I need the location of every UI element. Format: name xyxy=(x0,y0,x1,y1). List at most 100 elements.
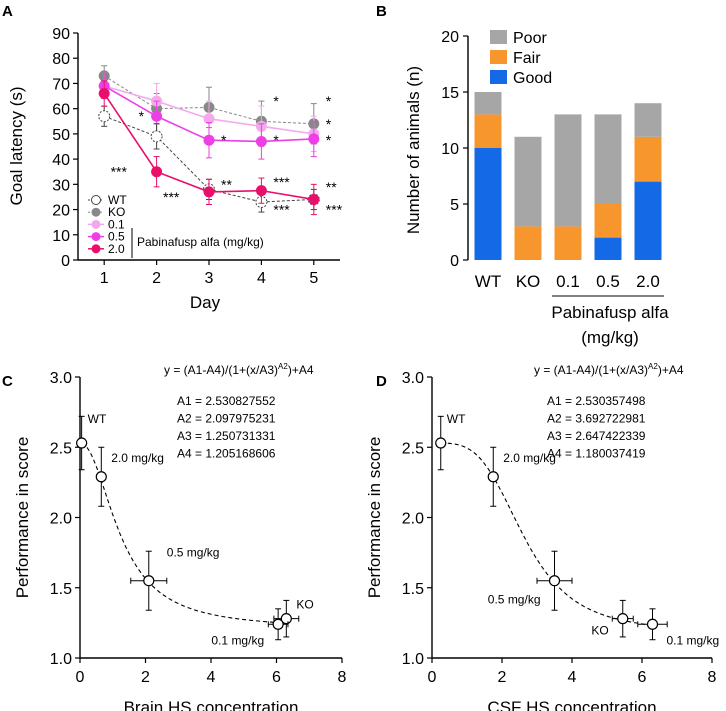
point-label: KO xyxy=(591,624,608,638)
point-label: 0.5 mg/kg xyxy=(167,546,220,560)
y-tick-label: 1.5 xyxy=(402,581,424,598)
significance-mark: * xyxy=(273,93,279,109)
data-point xyxy=(435,437,447,449)
y-tick-label: 3.0 xyxy=(50,370,72,387)
legend-swatch-fair xyxy=(490,50,507,64)
x-tick-label: 2 xyxy=(498,669,507,686)
y-tick-label: 60 xyxy=(52,102,70,119)
legend-label-fair: Fair xyxy=(513,50,541,67)
bar-segment-poor xyxy=(554,114,582,227)
y-tick-label: 20 xyxy=(52,203,70,220)
bar-segment-good xyxy=(594,237,622,260)
point-label: 0.1 mg/kg xyxy=(211,633,264,647)
x-tick-label: 4 xyxy=(207,669,216,686)
data-point-2.0 xyxy=(151,166,163,178)
significance-mark: * xyxy=(326,116,332,132)
bar-segment-fair xyxy=(554,226,582,260)
significance-mark: *** xyxy=(273,202,290,218)
x-tick-label: 2 xyxy=(152,270,161,287)
x-tick-label: 2 xyxy=(141,669,150,686)
y-tick-label: 30 xyxy=(52,177,70,194)
fit-parameter: A4 = 1.205168606 xyxy=(177,447,276,461)
y-axis-label: Number of animals (n) xyxy=(404,66,423,234)
legend-marker-0.1 xyxy=(91,219,101,229)
point-label: WT xyxy=(88,412,107,426)
y-tick-label: 0 xyxy=(450,253,459,270)
x-tick-label: 8 xyxy=(708,669,717,686)
y-tick-label: 2.5 xyxy=(50,440,72,457)
data-point xyxy=(487,471,499,483)
bar-segment-fair xyxy=(514,226,542,260)
bar-segment-fair xyxy=(474,114,502,148)
x-category-label: 0.1 xyxy=(556,272,580,291)
y-tick-label: 0 xyxy=(61,253,70,270)
data-point-0.5 xyxy=(308,133,320,145)
x-tick-label: 4 xyxy=(257,270,266,287)
y-tick-label: 50 xyxy=(52,127,70,144)
bar-segment-fair xyxy=(594,204,622,238)
point-label: KO xyxy=(296,598,313,612)
group-unit: (mg/kg) xyxy=(581,328,639,347)
legend-marker-WT xyxy=(91,195,101,205)
significance-mark: ** xyxy=(221,176,232,192)
data-point-2.0 xyxy=(308,193,320,205)
significance-mark: *** xyxy=(111,164,128,180)
data-point xyxy=(272,618,284,630)
fit-parameter: A2 = 2.097975231 xyxy=(177,412,276,426)
significance-mark: * xyxy=(326,93,332,109)
legend-label-0.5: 0.5 xyxy=(108,230,125,244)
data-point xyxy=(617,613,629,625)
y-tick-label: 2.0 xyxy=(402,511,424,528)
data-point-0.5 xyxy=(203,134,215,146)
significance-mark: * xyxy=(139,108,145,124)
panel-label-b: B xyxy=(376,3,387,20)
y-tick-label: 2.5 xyxy=(402,440,424,457)
significance-mark: *** xyxy=(163,189,180,205)
bar-segment-fair xyxy=(634,136,662,182)
data-point-0.5 xyxy=(151,110,163,122)
y-tick-label: 5 xyxy=(450,197,459,214)
data-point xyxy=(280,613,292,625)
legend-label-WT: WT xyxy=(108,193,127,207)
y-tick-label: 10 xyxy=(441,141,459,158)
y-tick-label: 70 xyxy=(52,76,70,93)
fit-equation: y = (A1-A4)/(1+(x/A3)A2)+A4 xyxy=(164,362,314,377)
y-axis-label: Performance in score xyxy=(13,437,32,599)
y-tick-label: 80 xyxy=(52,51,70,68)
x-tick-label: 8 xyxy=(338,669,347,686)
y-tick-label: 1.0 xyxy=(402,651,424,668)
y-tick-label: 3.0 xyxy=(402,370,424,387)
fit-parameter: A2 = 3.692722981 xyxy=(547,412,646,426)
series-line-KO xyxy=(103,75,314,125)
data-point xyxy=(646,618,659,630)
legend-swatch-good xyxy=(490,70,507,84)
point-label: 0.1 mg/kg xyxy=(667,633,720,647)
legend-swatch-poor xyxy=(490,30,507,44)
legend-marker-2.0 xyxy=(91,244,101,254)
x-category-label: 0.5 xyxy=(596,272,620,291)
fit-parameter: A1 = 2.530827552 xyxy=(177,394,276,408)
bar-segment-good xyxy=(474,148,502,260)
data-point xyxy=(95,471,107,483)
x-tick-label: 0 xyxy=(428,669,437,686)
legend-label-0.1: 0.1 xyxy=(108,217,125,231)
y-tick-label: 2.0 xyxy=(50,511,72,528)
legend-marker-0.5 xyxy=(91,232,101,242)
data-point xyxy=(143,575,155,587)
y-axis-label: Goal latency (s) xyxy=(7,86,26,205)
y-tick-label: 1.0 xyxy=(50,651,72,668)
y-tick-label: 15 xyxy=(441,85,459,102)
fit-curve xyxy=(81,442,287,624)
fit-parameter: A1 = 2.530357498 xyxy=(547,394,646,408)
data-point-0.5 xyxy=(255,135,267,147)
x-axis-label: Brain HS concentration xyxy=(124,698,299,711)
data-point xyxy=(76,437,88,449)
bar-segment-poor xyxy=(474,92,502,115)
panel-label-c: C xyxy=(2,373,13,390)
bar-segment-poor xyxy=(594,114,622,204)
fit-parameter: A3 = 1.250731331 xyxy=(177,429,276,443)
x-axis-label: Day xyxy=(190,293,221,312)
legend-label-good: Good xyxy=(513,70,552,87)
legend-group-title: Pabinafusp alfa (mg/kg) xyxy=(137,235,264,249)
bar-segment-good xyxy=(634,181,662,260)
